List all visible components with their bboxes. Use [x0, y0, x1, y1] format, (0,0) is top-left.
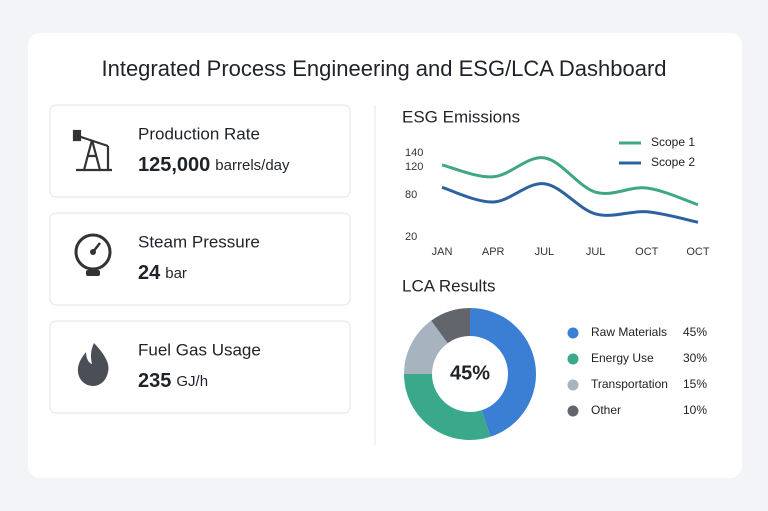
pumpjack-icon — [72, 129, 112, 172]
legend-label: Other — [591, 403, 621, 417]
legend-value: 30% — [683, 351, 707, 365]
legend-dot — [567, 327, 579, 339]
kpi-number: 24 — [138, 262, 161, 284]
donut-segment — [470, 308, 536, 437]
legend-dot — [567, 353, 579, 365]
x-tick-label: OCT — [635, 246, 659, 258]
kpi-label: Fuel Gas Usage — [138, 340, 261, 359]
legend-dot — [567, 405, 579, 417]
legend-label: Scope 1 — [651, 135, 695, 149]
x-tick-label: JUL — [586, 246, 606, 258]
series-line — [441, 156, 699, 207]
legend-dot — [567, 379, 579, 391]
x-tick-label: APR — [482, 246, 505, 258]
y-tick-label: 20 — [405, 231, 417, 243]
legend-value: 45% — [683, 325, 707, 339]
chart-title: ESG Emissions — [402, 107, 520, 126]
kpi-card — [49, 104, 351, 198]
x-tick-label: OCT — [686, 246, 710, 258]
kpi-value: 235 GJ/h — [138, 370, 208, 392]
legend-value: 10% — [683, 403, 707, 417]
dashboard-title: Integrated Process Engineering and ESG/L… — [101, 56, 666, 81]
y-tick-label: 120 — [405, 161, 423, 173]
legend-label: Raw Materials — [591, 325, 667, 339]
kpi-number: 235 — [138, 370, 171, 392]
kpi-label: Steam Pressure — [138, 232, 260, 251]
kpi-value: 24 bar — [138, 262, 187, 284]
chart-title: LCA Results — [402, 276, 496, 295]
kpi-unit: bar — [165, 265, 187, 282]
kpi-card — [49, 320, 351, 414]
legend-label: Transportation — [591, 377, 668, 391]
kpi-unit: barrels/day — [215, 157, 290, 174]
kpi-label: Production Rate — [138, 124, 260, 143]
flame-icon — [77, 343, 109, 386]
y-tick-label: 140 — [405, 147, 423, 159]
x-tick-label: JUL — [535, 246, 555, 258]
y-tick-label: 80 — [405, 189, 417, 201]
series-line — [441, 182, 699, 224]
kpi-value: 125,000 barrels/day — [138, 154, 290, 176]
kpi-unit: GJ/h — [176, 373, 208, 390]
donut-segment — [404, 374, 491, 440]
legend-value: 15% — [683, 377, 707, 391]
x-tick-label: JAN — [432, 246, 453, 258]
donut-center-label: 45% — [450, 362, 490, 384]
donut-segment — [404, 320, 448, 374]
gauge-icon — [74, 233, 112, 276]
kpi-number: 125,000 — [138, 154, 210, 176]
kpi-card — [49, 212, 351, 306]
donut-segment — [431, 308, 470, 344]
legend-label: Scope 2 — [651, 155, 695, 169]
legend-label: Energy Use — [591, 351, 654, 365]
